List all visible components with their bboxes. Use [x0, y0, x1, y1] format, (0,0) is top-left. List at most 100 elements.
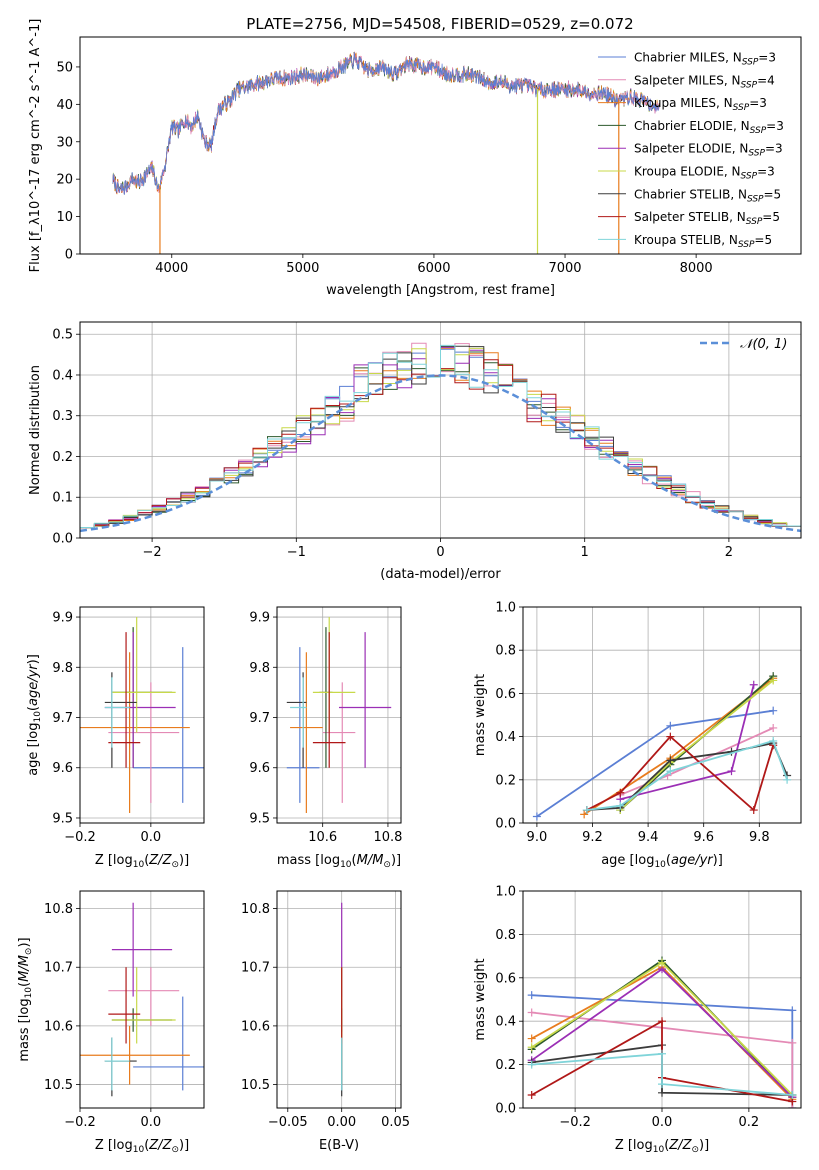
- legend-tail: =5: [754, 233, 772, 247]
- marker-kroupa_elodie: [769, 676, 778, 685]
- x-tick-label: −1: [287, 545, 306, 560]
- axes-frame: [79, 36, 802, 255]
- marker-kroupa_stelib: [582, 806, 591, 815]
- y-tick-label: 10.8: [241, 902, 270, 917]
- y-tick-label: 0: [65, 248, 73, 263]
- legend-entry: Salpeter STELIB, NSSP=5: [634, 210, 780, 227]
- x-tick-label: −2: [143, 545, 162, 560]
- marker-kroupa_stelib: [658, 1080, 666, 1089]
- marker-chabrier_miles: [527, 991, 536, 1000]
- y-tick-label: 9.6: [249, 761, 270, 776]
- legend-subscript: SSP: [738, 240, 755, 250]
- x-tick-label: 0.00: [327, 1115, 356, 1130]
- panel-residuals: −2 −1 0 1 2 0.0 0.1 0.2 0.3 0.4 0.5 (data-model)/er…: [28, 321, 802, 582]
- x-tick-label: 0: [436, 545, 444, 560]
- y-axis-label: Flux [f_λ10^-17 erg cm^-2 s^-1 A^-1]: [28, 19, 43, 273]
- legend-tail: =3: [757, 165, 775, 179]
- y-tick-label: 1.0: [495, 885, 516, 900]
- marker-kroupa_stelib: [666, 767, 675, 776]
- marker-chabrier_miles: [532, 812, 541, 821]
- legend-tail: =3: [765, 142, 783, 156]
- x-tick-label: 1: [581, 545, 589, 560]
- x-axis-label: Z [log10(Z/Z⊙)]: [95, 853, 189, 870]
- y-tick-label: 0.3: [52, 409, 73, 424]
- y-tick-label: 10.8: [44, 902, 73, 917]
- marker-kroupa_stelib: [527, 1060, 536, 1069]
- x-tick-label: 0.0: [652, 1115, 673, 1130]
- y-tick-label: 9.5: [52, 811, 73, 826]
- y-tick-label: 9.7: [52, 711, 73, 726]
- line-chabrier_miles: [536, 709, 774, 818]
- marker-salpeter_stelib: [527, 1090, 536, 1099]
- y-tick-label: 10.7: [44, 961, 73, 976]
- y-tick-label: 0.5: [52, 328, 73, 343]
- line-kroupa_stelib: [531, 1052, 793, 1096]
- y-tick-label: 10.7: [241, 961, 270, 976]
- x-axis-label: wavelength [Angstrom, rest frame]: [326, 283, 555, 298]
- y-tick-label: 9.8: [52, 661, 73, 676]
- y-tick-label: 0.2: [495, 1058, 516, 1073]
- y-tick-label: 9.9: [249, 611, 270, 626]
- x-tick-label: 0.2: [739, 1115, 760, 1130]
- y-tick-label: 1.0: [495, 601, 516, 616]
- x-tick-label: 9.0: [527, 830, 548, 845]
- plot-area: [112, 51, 660, 254]
- legend-subscript: SSP: [733, 103, 750, 113]
- marker-kroupa_miles: [527, 1034, 536, 1043]
- y-tick-label: 0.6: [495, 687, 516, 702]
- y-tick-label: 0.8: [495, 928, 516, 943]
- marker-kroupa_elodie: [658, 958, 666, 967]
- x-tick-label: 9.4: [638, 830, 659, 845]
- legend-subscript: SSP: [742, 58, 759, 68]
- panel-weight_vs_z: −0.2 0.0 0.2 0.0 0.2 0.4 0.6 0.8 1.0 mass weight Z…: [473, 885, 802, 1155]
- legend-subscript: SSP: [750, 126, 767, 136]
- marker-salpeter_stelib: [658, 1017, 666, 1026]
- legend-entry: Kroupa ELODIE, NSSP=3: [634, 165, 775, 182]
- marker-chabrier_miles: [788, 1006, 797, 1015]
- x-tick-label: 2: [725, 545, 733, 560]
- x-tick-label: 4000: [155, 261, 188, 276]
- legend-subscript: SSP: [741, 172, 758, 182]
- x-tick-label: −0.05: [268, 1115, 308, 1130]
- marker-salpeter_elodie: [749, 680, 758, 689]
- line-salpeter_stelib: [586, 735, 775, 812]
- marker-kroupa_stelib: [658, 1049, 666, 1058]
- axes-frame: [79, 606, 205, 824]
- legend-entry: Kroupa STELIB, NSSP=5: [634, 233, 772, 250]
- y-axis-label: mass weight: [473, 674, 488, 756]
- line-salpeter_elodie: [620, 684, 755, 801]
- legend-tail: =3: [749, 96, 767, 110]
- marker-salpeter_stelib: [666, 732, 675, 741]
- legend-text: Salpeter ELODIE, N: [634, 142, 748, 156]
- y-axis-label: age [log10(age/yr)]: [26, 654, 43, 776]
- x-tick-label: 6000: [417, 261, 450, 276]
- legend-entry: Chabrier MILES, NSSP=3: [634, 51, 776, 68]
- marker-kroupa_stelib: [783, 775, 792, 784]
- y-tick-label: 9.6: [52, 761, 73, 776]
- x-tick-label: 0.0: [141, 830, 162, 845]
- legend-entry: Salpeter MILES, NSSP=4: [634, 73, 775, 90]
- plot-area: [286, 617, 392, 813]
- marker-kroupa_stelib: [788, 1090, 797, 1099]
- y-axis-label: mass [log10(M/M⊙)]: [17, 937, 34, 1061]
- x-axis-label: mass [log10(M/M⊙)]: [277, 853, 401, 870]
- x-tick-label: 5000: [286, 261, 319, 276]
- panel-mass_vs_z: −0.2 0.0 10.5 10.6 10.7 10.8 Z [log10(Z/Z⊙)] ma…: [17, 890, 205, 1155]
- marker-salpeter_stelib: [616, 788, 625, 797]
- figure-title: PLATE=2756, MJD=54508, FIBERID=0529, z=0…: [246, 15, 633, 33]
- spectrum-line-chabrier_miles: [112, 52, 660, 195]
- legend-text: Chabrier STELIB, N: [634, 187, 747, 201]
- legend-tail: =3: [766, 119, 784, 133]
- legend-entry: Chabrier STELIB, NSSP=5: [634, 187, 781, 204]
- histogram-kroupa_stelib: [80, 344, 801, 538]
- axes-frame: [79, 321, 802, 539]
- marker-salpeter_elodie: [727, 767, 736, 776]
- marker-chabrier_stelib: [666, 756, 675, 765]
- x-tick-label: −0.2: [64, 1115, 96, 1130]
- panel-age_vs_z: −0.2 0.0 9.5 9.6 9.7 9.8 9.9 Z [log10(Z/Z⊙)] age…: [26, 606, 205, 870]
- spectrum-line-salpeter_miles: [112, 51, 660, 194]
- axes-frame: [79, 890, 205, 1109]
- marker-kroupa_elodie: [527, 1043, 536, 1052]
- legend-subscript: SSP: [747, 194, 764, 204]
- y-tick-label: 10.6: [241, 1019, 270, 1034]
